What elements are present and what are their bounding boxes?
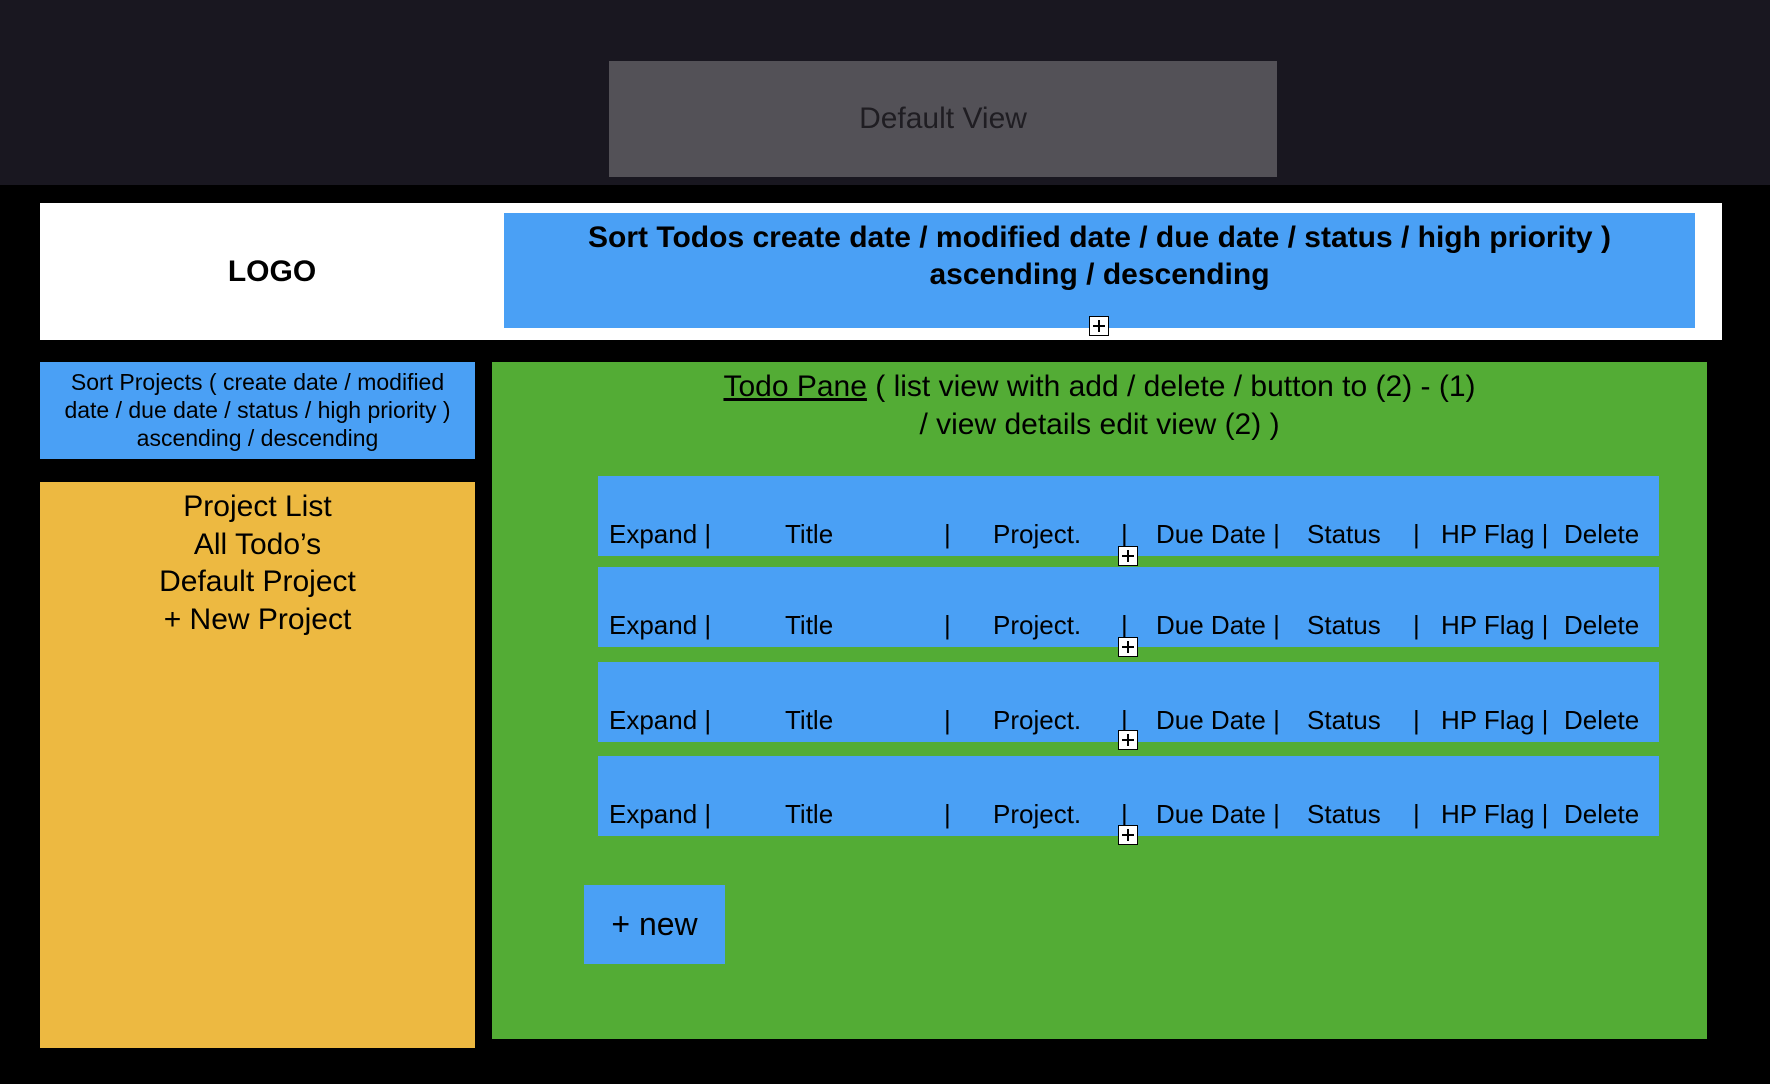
separator: |	[1413, 610, 1420, 640]
delete-button[interactable]: Delete	[1564, 705, 1640, 735]
todo-row[interactable]: Expand | Title | Project. | Due Date | S…	[598, 476, 1659, 556]
separator: |	[1413, 705, 1420, 735]
project-list-panel: Project List All Todo’s Default Project …	[40, 482, 475, 1048]
todo-due-date: Due Date |	[1156, 610, 1280, 640]
separator: |	[944, 705, 951, 735]
expand-toggle[interactable]: Expand |	[609, 705, 712, 735]
expand-toggle[interactable]: Expand |	[609, 610, 712, 640]
new-todo-button[interactable]: + new	[584, 885, 725, 964]
todo-pane-title-rest: ( list view with add / delete / button t…	[866, 370, 1476, 403]
plus-box-icon	[1118, 825, 1138, 845]
logo: LOGO	[227, 254, 317, 288]
todo-title: Title	[785, 799, 834, 829]
todo-status: Status	[1307, 519, 1381, 549]
todo-pane-title-line-2: / view details edit view (2) )	[919, 408, 1280, 441]
plus-box-icon	[1118, 730, 1138, 750]
todo-title: Title	[785, 705, 834, 735]
separator: |	[1121, 610, 1128, 640]
sort-projects-line-1: Sort Projects ( create date / modified	[70, 369, 445, 395]
todo-pane-title-link[interactable]: Todo Pane	[723, 370, 867, 403]
default-view-button[interactable]: Default View	[609, 61, 1277, 177]
todo-due-date: Due Date |	[1156, 519, 1280, 549]
todo-project: Project.	[993, 799, 1082, 829]
separator: |	[944, 799, 951, 829]
hp-flag-toggle[interactable]: HP Flag |	[1441, 610, 1549, 640]
project-list-heading: Project List	[183, 490, 332, 523]
todo-due-date: Due Date |	[1156, 799, 1280, 829]
project-item-all-todos[interactable]: All Todo’s	[193, 527, 322, 561]
delete-button[interactable]: Delete	[1564, 519, 1640, 549]
expand-toggle[interactable]: Expand |	[609, 799, 712, 829]
expand-toggle[interactable]: Expand |	[609, 519, 712, 549]
sort-projects-line-3: ascending / descending	[136, 425, 379, 451]
sort-projects-control[interactable]: Sort Projects ( create date / modified d…	[40, 362, 475, 459]
todo-title: Title	[785, 519, 834, 549]
todo-row[interactable]: Expand | Title | Project. | Due Date | S…	[598, 567, 1659, 647]
todo-status: Status	[1307, 610, 1381, 640]
separator: |	[1121, 799, 1128, 829]
todo-row[interactable]: Expand | Title | Project. | Due Date | S…	[598, 662, 1659, 742]
plus-box-icon	[1118, 637, 1138, 657]
hp-flag-toggle[interactable]: HP Flag |	[1441, 799, 1549, 829]
todo-title: Title	[785, 610, 834, 640]
todo-project: Project.	[993, 705, 1082, 735]
separator: |	[1413, 799, 1420, 829]
sort-todos-line-2: ascending / descending	[929, 258, 1270, 291]
todo-status: Status	[1307, 705, 1381, 735]
new-project-button[interactable]: + New Project	[163, 602, 352, 636]
project-item-default-project[interactable]: Default Project	[159, 565, 356, 598]
separator: |	[944, 610, 951, 640]
todo-due-date: Due Date |	[1156, 705, 1280, 735]
todo-row[interactable]: Expand | Title | Project. | Due Date | S…	[598, 756, 1659, 836]
sort-todos-control[interactable]: Sort Todos create date / modified date /…	[504, 213, 1695, 328]
separator: |	[1121, 519, 1128, 549]
todo-project: Project.	[993, 519, 1082, 549]
plus-box-icon	[1118, 546, 1138, 566]
plus-box-icon	[1089, 316, 1109, 336]
delete-button[interactable]: Delete	[1564, 799, 1640, 829]
todo-pane-title: Todo Pane ( list view with add / delete …	[492, 368, 1707, 444]
separator: |	[1413, 519, 1420, 549]
hp-flag-toggle[interactable]: HP Flag |	[1441, 705, 1549, 735]
delete-button[interactable]: Delete	[1564, 610, 1640, 640]
separator: |	[1121, 705, 1128, 735]
todo-project: Project.	[993, 610, 1082, 640]
todo-status: Status	[1307, 799, 1381, 829]
separator: |	[944, 519, 951, 549]
sort-projects-line-2: date / due date / status / high priority…	[64, 397, 451, 423]
sort-todos-line-1: Sort Todos create date / modified date /…	[588, 221, 1611, 254]
hp-flag-toggle[interactable]: HP Flag |	[1441, 519, 1549, 549]
